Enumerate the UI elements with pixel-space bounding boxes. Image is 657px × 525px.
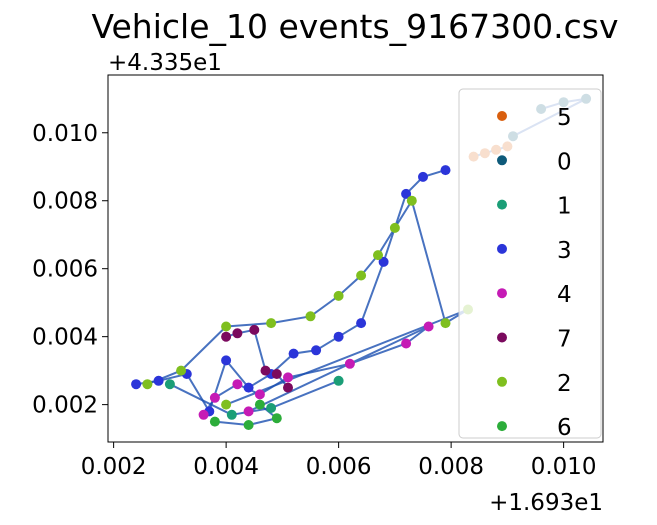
data-point	[260, 365, 271, 376]
data-point	[198, 409, 209, 420]
y-axis: 0.002 0.004 0.006 0.008 0.010	[32, 121, 108, 419]
legend-marker	[497, 199, 507, 210]
data-point	[221, 321, 232, 332]
x-tick-label: 0.006	[306, 454, 372, 480]
data-point	[305, 311, 316, 322]
x-tick-label: 0.002	[81, 454, 147, 480]
data-point	[423, 321, 434, 332]
data-point	[311, 345, 322, 356]
data-point	[266, 318, 277, 329]
data-point	[333, 331, 344, 342]
data-point	[221, 355, 232, 366]
data-point	[378, 256, 389, 267]
data-point	[232, 328, 243, 339]
x-tick-label: 0.008	[418, 454, 484, 480]
data-point	[356, 270, 367, 281]
data-point	[209, 416, 220, 427]
data-point	[142, 379, 153, 390]
data-point	[271, 369, 282, 379]
data-point	[418, 171, 428, 182]
data-point	[406, 195, 417, 206]
data-point	[254, 389, 265, 400]
legend-entry-label: 7	[557, 327, 572, 353]
data-point	[271, 413, 282, 424]
data-point	[283, 382, 293, 393]
legend-frame	[458, 88, 602, 439]
trajectory-line	[225, 328, 289, 389]
legend-entry-label: 2	[557, 371, 572, 397]
data-point	[333, 290, 344, 301]
y-tick-label: 0.004	[32, 325, 98, 351]
data-point	[401, 338, 412, 349]
data-point	[401, 188, 412, 199]
data-point	[226, 409, 237, 420]
legend-marker	[497, 421, 507, 432]
data-point	[131, 379, 142, 390]
data-point	[209, 392, 220, 403]
y-tick-label: 0.008	[32, 189, 98, 215]
legend-marker	[497, 111, 507, 121]
legend-entry-label: 3	[557, 238, 572, 264]
plot-frame	[107, 74, 604, 443]
data-point	[333, 375, 344, 386]
x-tick-label: 0.004	[193, 454, 259, 480]
legend-marker	[497, 243, 507, 254]
trajectory-line	[202, 325, 430, 416]
x-offset-label: +1.693e1	[489, 490, 603, 516]
legend-entry-label: 1	[557, 194, 572, 220]
legend-marker	[497, 376, 507, 387]
data-point	[373, 250, 383, 261]
data-point	[221, 331, 232, 342]
data-point	[288, 348, 299, 359]
x-tick-label: 0.010	[531, 454, 597, 480]
y-tick-label: 0.010	[32, 121, 98, 147]
legend: 5 0 1 3 4 7 2 6	[458, 88, 602, 441]
y-tick-label: 0.006	[32, 257, 98, 283]
data-point	[440, 318, 451, 329]
legend-marker	[497, 155, 507, 166]
x-axis: 0.002 0.004 0.006 0.008 0.010	[81, 442, 597, 480]
data-point	[266, 403, 277, 413]
data-point	[243, 420, 254, 430]
legend-marker	[497, 288, 507, 299]
data-point	[232, 379, 243, 390]
data-point	[221, 399, 232, 410]
y-tick-label: 0.002	[32, 393, 98, 419]
data-point	[249, 324, 260, 335]
legend-entry-label: 6	[557, 415, 572, 441]
data-point	[243, 406, 254, 417]
legend-entry-label: 4	[557, 282, 572, 308]
data-point	[440, 165, 451, 176]
legend-entry-label: 0	[557, 149, 572, 175]
data-point	[254, 399, 265, 410]
data-point	[153, 375, 164, 386]
data-point	[356, 318, 367, 329]
data-point	[176, 365, 187, 376]
legend-entry-label: 5	[557, 105, 572, 131]
data-point	[283, 372, 293, 383]
y-offset-label: +4.335e1	[108, 50, 222, 76]
data-point	[243, 382, 254, 393]
legend-marker	[497, 332, 507, 343]
data-point	[344, 358, 355, 369]
chart-title: Vehicle_10 events_9167300.csv	[91, 7, 618, 46]
data-point	[389, 222, 400, 233]
data-point	[164, 379, 175, 390]
